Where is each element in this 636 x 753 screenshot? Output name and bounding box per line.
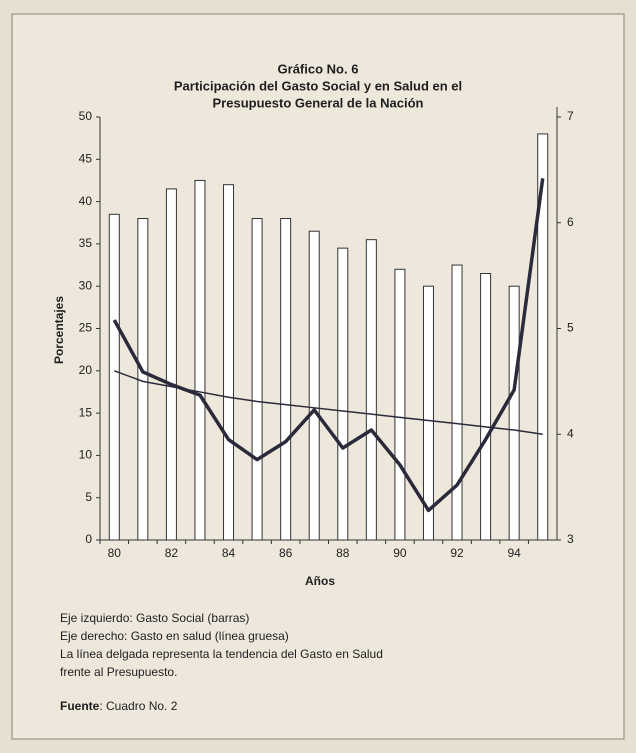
bar bbox=[194, 179, 206, 541]
title-line: Presupuesto General de la Nación bbox=[213, 95, 424, 110]
source-label: Fuente bbox=[60, 699, 100, 713]
y-tick-label: 20 bbox=[79, 363, 93, 377]
bar bbox=[480, 273, 492, 541]
y2-tick-label: 6 bbox=[567, 215, 574, 229]
bar bbox=[251, 218, 263, 541]
bar bbox=[337, 247, 349, 541]
bar bbox=[165, 188, 177, 541]
x-tick-label: 88 bbox=[336, 546, 350, 560]
x-tick-label: 82 bbox=[165, 546, 179, 560]
bar bbox=[537, 133, 549, 541]
y2-tick-label: 7 bbox=[567, 109, 574, 123]
note: Eje derecho: Gasto en salud (línea grues… bbox=[60, 629, 289, 643]
x-tick-label: 94 bbox=[507, 546, 521, 560]
bar bbox=[394, 268, 406, 541]
y-tick-label: 30 bbox=[79, 278, 93, 292]
bar bbox=[108, 213, 120, 541]
y-tick-label: 25 bbox=[79, 321, 93, 335]
y2-tick-label: 3 bbox=[567, 532, 574, 546]
note: frente al Presupuesto. bbox=[60, 665, 177, 679]
title-line: Participación del Gasto Social y en Salu… bbox=[174, 78, 462, 93]
y-axis-label: Porcentajes bbox=[52, 296, 66, 364]
source: Fuente: Cuadro No. 2 bbox=[60, 699, 178, 713]
bar bbox=[280, 218, 292, 541]
bar bbox=[308, 230, 320, 541]
x-tick-label: 80 bbox=[108, 546, 122, 560]
y2-tick-label: 5 bbox=[567, 321, 574, 335]
y2-tick-label: 4 bbox=[567, 426, 574, 440]
x-tick-label: 84 bbox=[222, 546, 236, 560]
y-tick-label: 15 bbox=[79, 405, 93, 419]
bar bbox=[365, 239, 377, 541]
bar bbox=[422, 285, 434, 541]
x-axis-label: Años bbox=[305, 574, 335, 588]
y-tick-label: 50 bbox=[79, 109, 93, 123]
bar bbox=[451, 264, 463, 541]
title-line: Gráfico No. 6 bbox=[278, 61, 359, 76]
y-tick-label: 40 bbox=[79, 194, 93, 208]
bar bbox=[137, 218, 149, 541]
y-tick-label: 45 bbox=[79, 151, 93, 165]
note: Eje izquierdo: Gasto Social (barras) bbox=[60, 611, 249, 625]
source-text: : Cuadro No. 2 bbox=[99, 699, 177, 713]
x-tick-label: 92 bbox=[450, 546, 464, 560]
y-tick-label: 10 bbox=[79, 448, 93, 462]
bar bbox=[508, 285, 520, 541]
bar bbox=[223, 184, 235, 541]
x-tick-label: 90 bbox=[393, 546, 407, 560]
x-tick-label: 86 bbox=[279, 546, 293, 560]
y-tick-label: 5 bbox=[85, 490, 92, 504]
line bbox=[114, 370, 543, 435]
y-tick-label: 35 bbox=[79, 236, 93, 250]
note: La línea delgada representa la tendencia… bbox=[60, 647, 383, 661]
y-tick-label: 0 bbox=[85, 532, 92, 546]
